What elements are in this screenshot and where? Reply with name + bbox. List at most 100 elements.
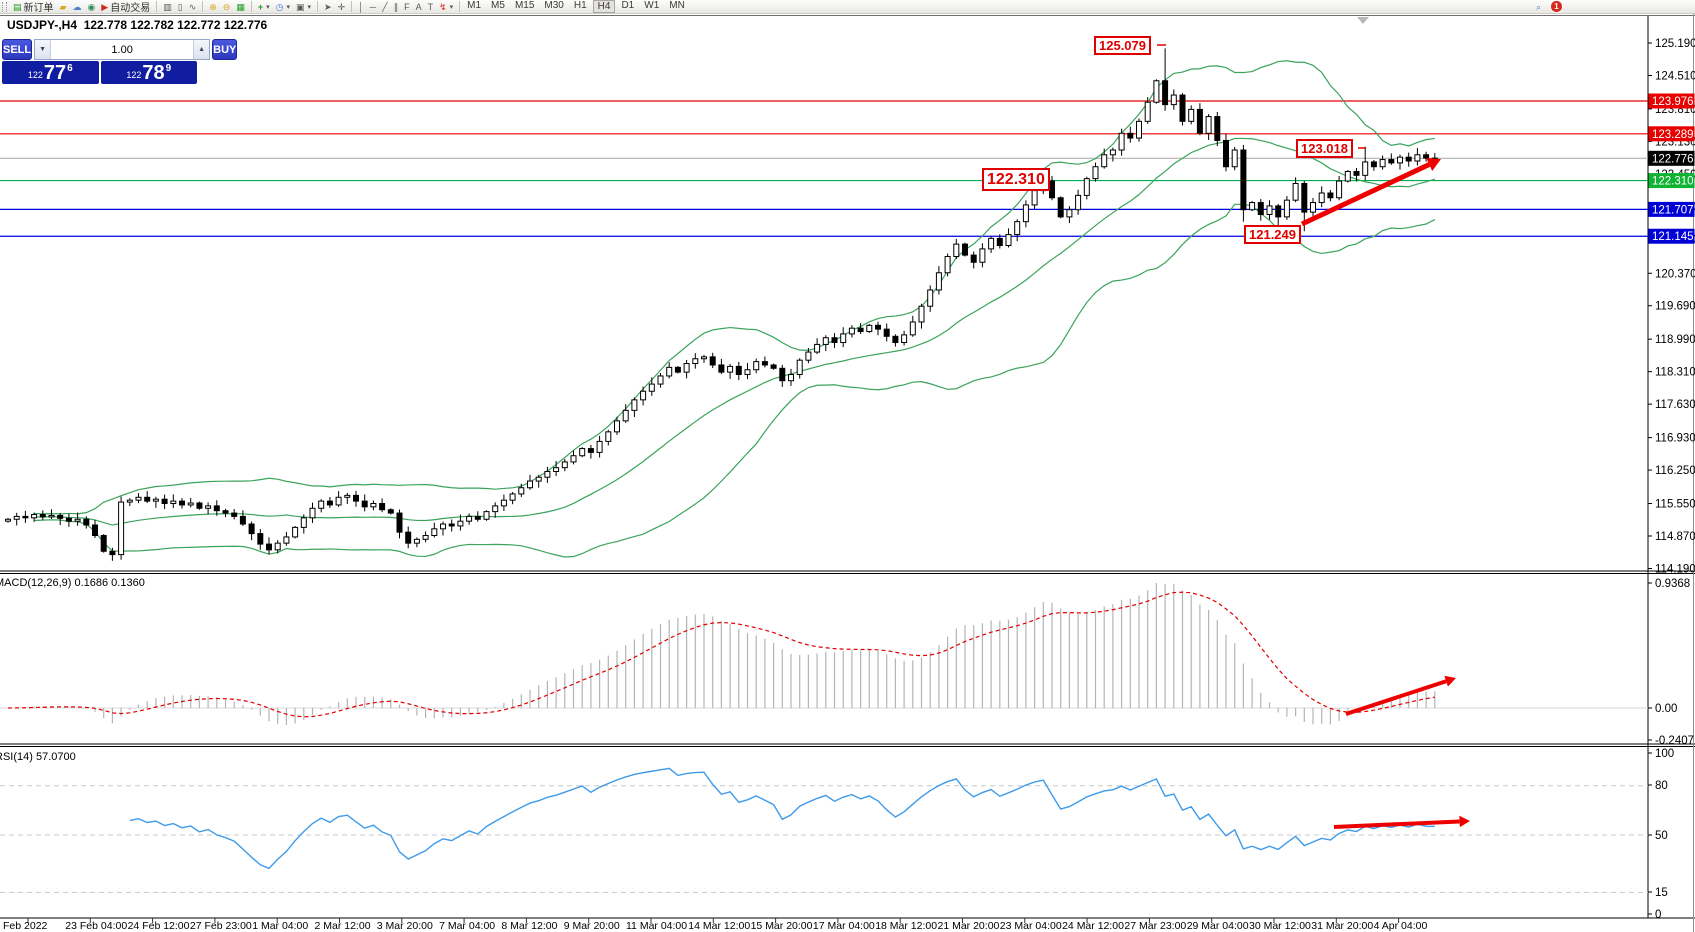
zoom-in-button[interactable]: ⊕ <box>206 0 220 13</box>
buy-price-big: 78 <box>142 62 165 84</box>
fibonacci-button[interactable]: F <box>401 0 413 13</box>
toolbar: ▤ 新订单 ▰ ☁ ◉ ▶ 自动交易 ▥ ▯ ∿ ⊕ ⊖ ▦ + ▾ ◷ ▾ ▣ ▾ … <box>0 0 1695 14</box>
svg-text:123.289: 123.289 <box>1652 129 1694 141</box>
volume-increase-button[interactable]: ▲ <box>193 40 210 59</box>
svg-text:116.250: 116.250 <box>1655 465 1695 477</box>
svg-text:23 Feb 04:00: 23 Feb 04:00 <box>65 920 127 932</box>
svg-text:2 Mar 12:00: 2 Mar 12:00 <box>315 920 371 932</box>
timeframe-button-M1[interactable]: M1 <box>467 0 482 11</box>
buy-price-pip: 9 <box>165 63 172 74</box>
svg-text:122.776: 122.776 <box>1652 153 1694 165</box>
arrows-button[interactable]: ↯ ▾ <box>436 0 456 13</box>
chat-badge-icon: 1 <box>1554 2 1559 11</box>
svg-text:117.630: 117.630 <box>1655 399 1695 411</box>
svg-text:115.550: 115.550 <box>1655 499 1695 511</box>
one-click-trading-panel: SELL ▼ ▲ BUY 122 77 6 122 78 9 <box>2 39 238 84</box>
zoom-out-button[interactable]: ⊖ <box>220 0 234 13</box>
svg-text:123.976: 123.976 <box>1652 96 1694 108</box>
annotation-low-121249: 121.249 <box>1244 225 1301 244</box>
horizontal-line-icon: ─ <box>369 1 377 12</box>
text-label-button[interactable]: T <box>425 0 437 13</box>
sell-price-pip: 6 <box>67 63 73 74</box>
svg-text:15: 15 <box>1655 887 1668 899</box>
tile-windows-button[interactable]: ▦ <box>233 0 248 13</box>
separator <box>250 1 252 12</box>
volume-decrease-button[interactable]: ▼ <box>35 40 52 59</box>
candlestick-button[interactable]: ▯ <box>175 0 186 13</box>
community-button[interactable]: ☁ <box>69 0 84 13</box>
periods-button[interactable]: ◷ ▾ <box>273 0 293 13</box>
buy-price-cell[interactable]: 122 78 9 <box>100 61 197 84</box>
vertical-line-icon: │ <box>358 1 364 12</box>
cursor-icon: ➤ <box>324 1 332 12</box>
sell-price-big: 77 <box>43 62 67 84</box>
cursor-button[interactable]: ➤ <box>321 0 335 13</box>
crosshair-button[interactable]: ✛ <box>335 0 349 13</box>
svg-text:0.9368: 0.9368 <box>1655 578 1690 590</box>
timeframe-button-H1[interactable]: H1 <box>573 0 587 11</box>
separator <box>202 1 204 12</box>
sell-price-cell[interactable]: 122 77 6 <box>2 61 99 84</box>
line-chart-button[interactable]: ∿ <box>186 0 200 13</box>
buy-button[interactable]: BUY <box>212 39 238 60</box>
channel-icon: ∥ <box>393 1 399 12</box>
buy-price-figure: 122 <box>126 70 142 80</box>
svg-text:11 Mar 04:00: 11 Mar 04:00 <box>626 920 687 932</box>
svg-text:114.870: 114.870 <box>1655 531 1695 543</box>
macd-indicator-label: MACD(12,26,9) 0.1686 0.1360 <box>0 577 145 589</box>
mql5-chat-button[interactable]: 1 <box>1550 0 1563 13</box>
autotrading-button[interactable]: ▶ 自动交易 <box>98 0 153 15</box>
timeframe-button-MN[interactable]: MN <box>669 0 685 11</box>
cloud-icon: ☁ <box>72 1 82 12</box>
search-button[interactable]: ⌕ <box>1533 0 1544 13</box>
svg-text:122.310: 122.310 <box>1652 176 1694 188</box>
crosshair-icon: ✛ <box>337 1 346 12</box>
candlestick-icon: ▯ <box>177 1 183 12</box>
gold-button[interactable]: ▰ <box>57 0 70 13</box>
svg-text:14 Mar 12:00: 14 Mar 12:00 <box>688 920 750 932</box>
toolbar-grip[interactable] <box>2 1 7 12</box>
svg-text:118.310: 118.310 <box>1655 367 1695 379</box>
templates-button[interactable]: ▣ ▾ <box>293 0 314 13</box>
volume-input[interactable] <box>51 40 194 59</box>
svg-text:Feb 2022: Feb 2022 <box>3 920 48 932</box>
channel-button[interactable]: ∥ <box>391 0 402 13</box>
svg-text:0: 0 <box>1655 909 1661 921</box>
horizontal-line-button[interactable]: ─ <box>367 0 379 13</box>
timeframe-button-M30[interactable]: M30 <box>544 0 564 11</box>
text-label-icon: T <box>427 1 434 12</box>
timeframe-button-D1[interactable]: D1 <box>621 0 635 11</box>
vertical-line-button[interactable]: │ <box>355 0 367 13</box>
timeframe-button-M5[interactable]: M5 <box>491 0 505 11</box>
template-icon: ▣ <box>296 1 305 12</box>
trendline-button[interactable]: ╱ <box>379 0 390 13</box>
svg-text:116.930: 116.930 <box>1655 433 1695 445</box>
separator <box>459 1 461 12</box>
bar-chart-icon: ▥ <box>163 1 172 12</box>
svg-text:29 Mar 04:00: 29 Mar 04:00 <box>1187 920 1249 932</box>
new-order-button[interactable]: ▤ 新订单 <box>10 0 57 15</box>
chart-title: USDJPY-,H4 122.778 122.782 122.772 122.7… <box>7 18 267 32</box>
timeframe-button-H4[interactable]: H4 <box>592 0 616 13</box>
annotation-high-125079: 125.079 <box>1094 36 1151 55</box>
svg-text:30 Mar 12:00: 30 Mar 12:00 <box>1249 920 1311 932</box>
fibonacci-icon: F <box>404 1 410 12</box>
bar-chart-button[interactable]: ▥ <box>160 0 175 13</box>
new-order-icon: ▤ <box>13 1 22 12</box>
svg-text:9 Mar 20:00: 9 Mar 20:00 <box>564 920 620 932</box>
timeframe-button-M15[interactable]: M15 <box>514 0 535 11</box>
svg-text:120.370: 120.370 <box>1655 268 1695 280</box>
sell-button[interactable]: SELL <box>2 39 33 60</box>
svg-text:121.145: 121.145 <box>1652 231 1694 243</box>
chart-ohlc-quotes: 122.778 122.782 122.772 122.776 <box>83 18 268 32</box>
signals-button[interactable]: ◉ <box>84 0 98 13</box>
svg-text:18 Mar 12:00: 18 Mar 12:00 <box>875 920 937 932</box>
arrow-objects-icon: ↯ <box>439 1 447 12</box>
text-button[interactable]: A <box>413 0 425 13</box>
timeframe-group: M1 M5 M15 M30 H1 H4 D1 W1 MN <box>463 0 689 13</box>
indicators-button[interactable]: + ▾ <box>255 0 273 13</box>
chevron-down-icon: ▾ <box>286 3 290 11</box>
timeframe-button-W1[interactable]: W1 <box>644 0 660 11</box>
svg-text:24 Feb 12:00: 24 Feb 12:00 <box>128 920 190 932</box>
